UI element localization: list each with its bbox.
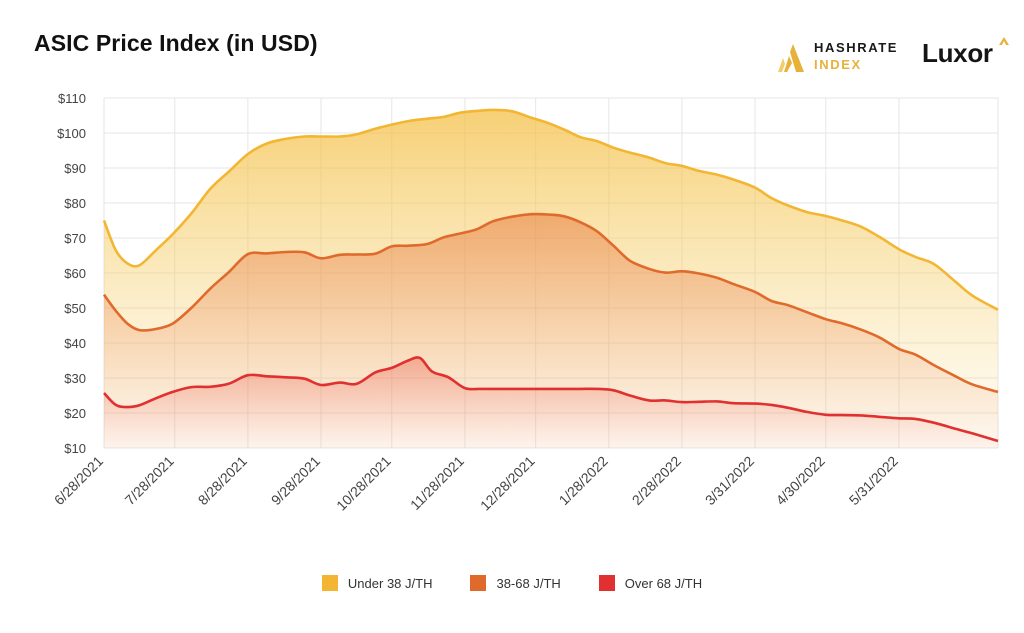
x-tick-label: 10/28/2021 bbox=[333, 453, 394, 514]
legend-swatch bbox=[598, 575, 615, 591]
y-tick-label: $90 bbox=[64, 161, 86, 176]
x-tick-label: 1/28/2022 bbox=[556, 453, 612, 509]
y-tick-label: $20 bbox=[64, 406, 86, 421]
legend-swatch bbox=[321, 575, 338, 591]
chart-area: $10 $20 $30 $40 $50 $60 $70 $80 $90 $100 $110 6/28… bbox=[51, 91, 999, 514]
luxor-caret-icon bbox=[999, 37, 1009, 45]
x-tick-label: 5/31/2022 bbox=[846, 453, 902, 509]
index-logo-text: INDEX bbox=[814, 57, 862, 72]
series-38-68-line bbox=[102, 212, 999, 394]
series-over68-area bbox=[104, 357, 998, 448]
x-tick-label: 2/28/2022 bbox=[629, 453, 685, 509]
legend-item-38-68: 38-68 J/TH bbox=[470, 575, 561, 591]
y-tick-label: $10 bbox=[64, 441, 86, 456]
series-over68-line bbox=[103, 356, 999, 443]
y-tick-label: $40 bbox=[64, 336, 86, 351]
y-tick-label: $50 bbox=[64, 301, 86, 316]
hashrate-index-logo: HASHRATE INDEX bbox=[776, 38, 896, 78]
legend-label: Over 68 J/TH bbox=[624, 575, 703, 591]
y-tick-label: $100 bbox=[57, 126, 86, 141]
y-tick-label: $60 bbox=[64, 266, 86, 281]
x-tick-label: 12/28/2021 bbox=[477, 453, 538, 514]
legend-item-under38: Under 38 J/TH bbox=[321, 575, 433, 591]
y-tick-label: $70 bbox=[64, 231, 86, 246]
series-under38-line bbox=[102, 108, 999, 311]
x-tick-label: 6/28/2021 bbox=[51, 453, 107, 509]
x-tick-label: 8/28/2021 bbox=[195, 453, 251, 509]
x-tick-label: 9/28/2021 bbox=[268, 453, 324, 509]
legend-label: 38-68 J/TH bbox=[496, 575, 561, 591]
luxor-logo-text: Luxor bbox=[922, 38, 993, 68]
legend-item-over68: Over 68 J/TH bbox=[598, 575, 703, 591]
y-tick-label: $80 bbox=[64, 196, 86, 211]
hashrate-logo-icon bbox=[778, 44, 804, 72]
x-tick-label: 3/31/2022 bbox=[702, 453, 758, 509]
x-tick-label: 11/28/2021 bbox=[407, 453, 467, 513]
legend-swatch bbox=[470, 575, 487, 591]
hashrate-logo-text: HASHRATE bbox=[814, 40, 899, 55]
legend-label: Under 38 J/TH bbox=[347, 575, 433, 591]
x-tick-label: 4/30/2022 bbox=[773, 453, 829, 509]
luxor-logo: Luxor bbox=[922, 37, 1009, 69]
y-tick-label: $30 bbox=[64, 371, 86, 386]
chart-title: ASIC Price Index (in USD) bbox=[34, 30, 318, 56]
legend: Under 38 J/TH 38-68 J/TH Over 68 J/TH bbox=[0, 575, 1024, 591]
x-tick-label: 7/28/2021 bbox=[122, 453, 178, 509]
y-tick-label: $110 bbox=[58, 91, 86, 106]
